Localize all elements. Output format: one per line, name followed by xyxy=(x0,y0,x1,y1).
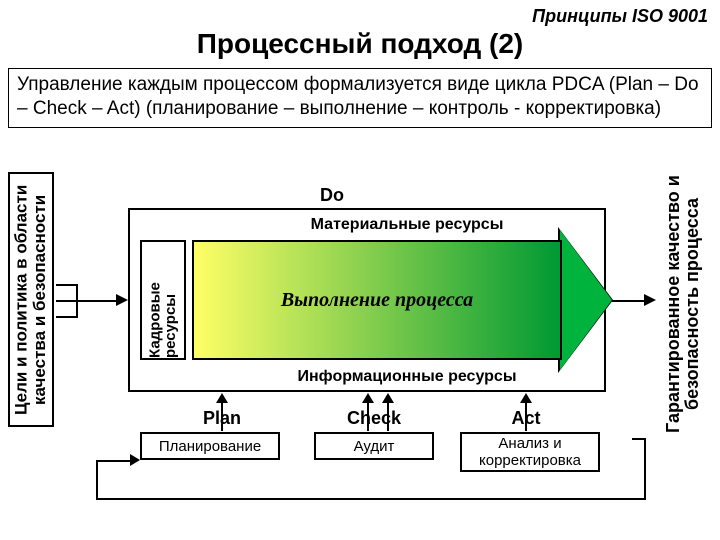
info-resources-label: Информационные ресурсы xyxy=(218,368,596,386)
page-title: Процессный подход (2) xyxy=(0,28,720,60)
process-arrow-head xyxy=(560,230,612,370)
connector-line xyxy=(612,300,644,302)
arrow-up-icon xyxy=(362,393,374,403)
check-box: Аудит xyxy=(314,432,434,460)
connector-line xyxy=(56,300,76,302)
material-resources-label: Материальные ресурсы xyxy=(218,216,596,234)
connector-line xyxy=(221,403,223,431)
connector-line xyxy=(632,438,646,440)
do-label: Do xyxy=(320,185,344,206)
feedback-line xyxy=(96,498,646,500)
feedback-line xyxy=(96,460,132,462)
connector-line xyxy=(525,403,527,431)
right-vertical-label: Гарантированное качество и безопасность … xyxy=(654,170,712,438)
connector-line xyxy=(387,403,389,431)
left-vertical-label: Цели и политика в области качества и без… xyxy=(8,172,54,427)
process-arrow-body: Выполнение процесса xyxy=(192,240,562,360)
feedback-line xyxy=(644,438,646,498)
feedback-line xyxy=(96,460,98,500)
plan-box: Планирование xyxy=(140,432,280,460)
connector-line xyxy=(56,316,76,318)
description-box: Управление каждым процессом формализуетс… xyxy=(8,68,712,128)
hr-resources-box: Кадровые ресурсы xyxy=(140,240,186,360)
connector-line xyxy=(56,284,76,286)
pre-title: Принципы ISO 9001 xyxy=(532,6,708,27)
arrow-up-icon xyxy=(216,393,228,403)
act-box: Анализ и корректировка xyxy=(460,432,600,472)
arrow-right-icon xyxy=(116,294,128,306)
connector-line xyxy=(76,300,116,302)
arrow-right-icon xyxy=(130,454,140,466)
arrow-up-icon xyxy=(520,393,532,403)
arrow-right-icon xyxy=(644,294,656,306)
connector-line xyxy=(367,403,369,431)
arrow-up-icon xyxy=(382,393,394,403)
check-label: Check xyxy=(314,408,434,429)
process-exec-label: Выполнение процесса xyxy=(281,289,473,312)
